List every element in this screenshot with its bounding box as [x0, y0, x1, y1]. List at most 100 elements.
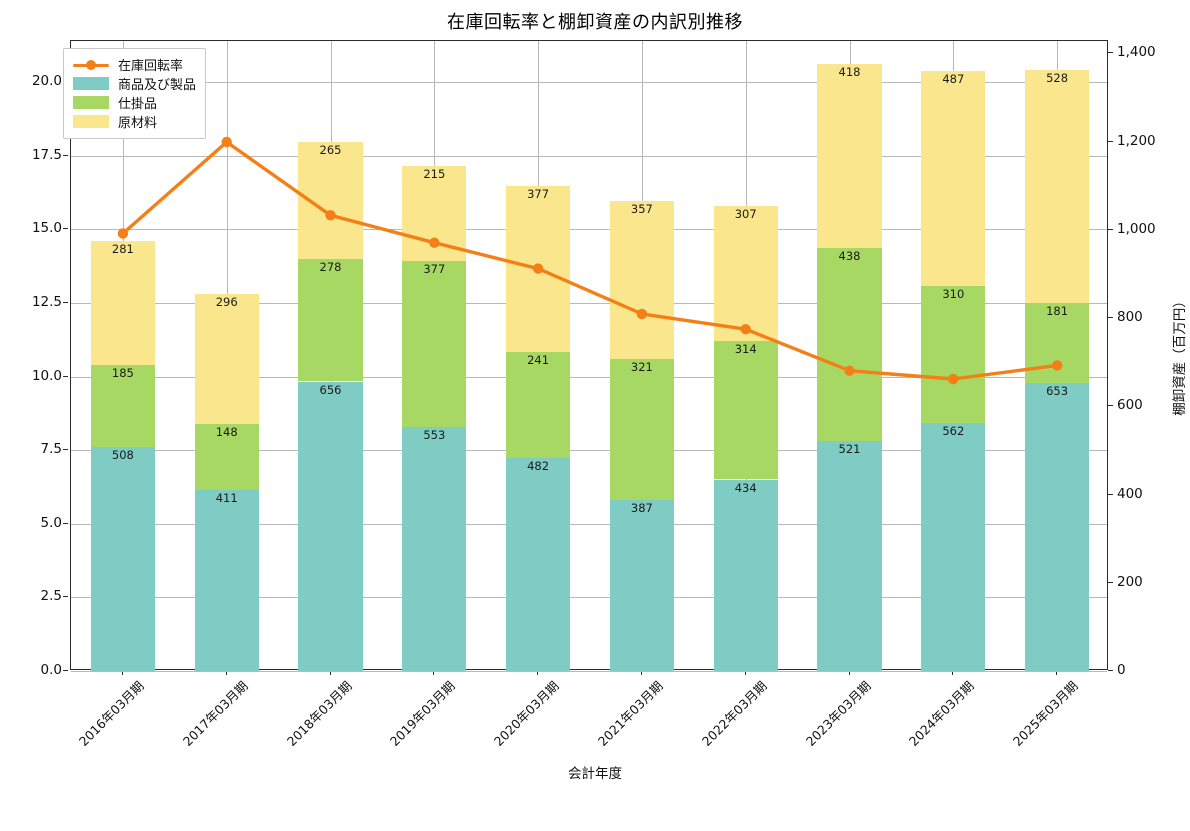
bar-segment-value: 508 — [111, 447, 134, 462]
gridline-horizontal — [71, 597, 1107, 599]
stacked-bar[interactable]: 296 148 411 — [194, 293, 259, 671]
bar-segment-value: 357 — [630, 202, 653, 217]
bar-segment-value: 562 — [942, 423, 965, 438]
legend-item-label: 商品及び製品 — [118, 78, 197, 93]
line-marker[interactable] — [325, 210, 336, 221]
legend-line-marker-icon — [86, 59, 96, 70]
bar-segment[interactable]: 357 — [609, 201, 675, 359]
bar-segment[interactable]: 528 — [1024, 70, 1090, 303]
gridline-horizontal — [71, 229, 1107, 231]
bar-segment[interactable]: 411 — [194, 489, 259, 671]
bar-segment-value: 411 — [215, 490, 238, 505]
bar-segment-value: 307 — [734, 206, 757, 221]
bar-segment[interactable]: 653 — [1024, 382, 1090, 671]
y-axis-left-tick-label: 10.0 — [31, 367, 62, 384]
y-axis-right-tick-label: 200 — [1117, 573, 1143, 590]
line-marker[interactable] — [429, 237, 440, 248]
bar-segment-value: 482 — [527, 459, 550, 474]
bar-segment[interactable]: 296 — [194, 293, 259, 425]
y-axis-right-tick-label: 800 — [1117, 309, 1143, 326]
y-axis-right-tick-label: 400 — [1117, 485, 1143, 502]
bar-segment[interactable]: 321 — [609, 358, 675, 501]
bar-segment-value: 553 — [423, 428, 446, 443]
legend-item[interactable]: 商品及び製品 — [73, 74, 196, 93]
line-marker[interactable] — [948, 373, 959, 385]
bar-segment[interactable]: 656 — [298, 381, 363, 671]
bar-segment[interactable]: 377 — [505, 185, 571, 352]
legend-item[interactable]: 原材料 — [73, 112, 196, 131]
bar-segment[interactable]: 314 — [713, 340, 778, 480]
bar-segment[interactable]: 307 — [713, 205, 778, 341]
legend-item[interactable]: 在庫回転率 — [73, 55, 196, 74]
bar-segment-value: 528 — [1046, 71, 1069, 86]
line-path — [121, 140, 1059, 381]
stacked-bar[interactable]: 487 310 562 — [921, 71, 986, 671]
x-axis-tick-mark — [1056, 670, 1058, 675]
bar-segment[interactable]: 553 — [402, 427, 467, 672]
y-axis-left-tick-label: 7.5 — [40, 441, 62, 458]
gridline-horizontal — [71, 450, 1107, 452]
bar-segment[interactable]: 487 — [921, 71, 986, 287]
gridline-horizontal — [71, 155, 1107, 157]
legend-color-swatch — [73, 77, 109, 90]
bar-segment[interactable]: 310 — [921, 286, 986, 424]
bar-segment[interactable]: 482 — [505, 458, 571, 671]
y-axis-left-tick-label: 0.0 — [40, 662, 62, 678]
y-axis-right-tick-mark — [1108, 52, 1113, 54]
stacked-bar[interactable]: 281 185 508 — [90, 241, 156, 671]
line-marker[interactable] — [117, 228, 129, 239]
bar-segment-value: 377 — [423, 261, 446, 276]
gridline-horizontal — [71, 303, 1107, 304]
line-marker[interactable] — [740, 324, 751, 335]
legend-item-label: 在庫回転率 — [118, 59, 184, 74]
bar-segment[interactable]: 185 — [90, 365, 156, 447]
x-axis-tick-mark — [744, 670, 746, 675]
y-axis-left-tick-label: 12.5 — [31, 294, 62, 310]
bar-segment[interactable]: 508 — [90, 446, 156, 671]
bar-segment-value: 241 — [527, 352, 550, 367]
stacked-bar[interactable]: 418 438 521 — [817, 63, 882, 672]
bar-segment[interactable]: 434 — [713, 479, 778, 672]
bar-segment-value: 281 — [111, 242, 134, 257]
stacked-bar[interactable]: 357 321 387 — [609, 201, 675, 671]
bar-segment[interactable]: 562 — [921, 422, 986, 671]
y-axis-left-tick-label: 20.0 — [31, 73, 62, 90]
line-marker[interactable] — [844, 365, 855, 376]
y-axis-left-tick-mark — [63, 670, 68, 672]
stacked-bar[interactable]: 307 314 434 — [713, 205, 778, 672]
line-marker[interactable] — [636, 308, 648, 320]
y-axis-left-tick-mark — [63, 449, 68, 451]
bar-segment[interactable]: 241 — [505, 351, 571, 459]
bar-segment-value: 321 — [630, 359, 653, 374]
bar-segment-value: 438 — [838, 248, 861, 263]
bar-segment[interactable]: 418 — [817, 63, 882, 248]
bar-segment[interactable]: 281 — [90, 241, 156, 366]
bar-segment[interactable]: 387 — [609, 500, 675, 671]
x-axis-tick-mark — [537, 670, 539, 675]
stacked-bar[interactable]: 528 181 653 — [1024, 70, 1090, 671]
bar-segment-value: 653 — [1046, 383, 1069, 398]
y-axis-left-tick-label: 2.5 — [40, 588, 62, 605]
line-marker[interactable] — [221, 136, 232, 148]
bar-segment-value: 387 — [630, 501, 653, 516]
stacked-bar[interactable]: 377 241 482 — [505, 185, 571, 671]
line-marker[interactable] — [532, 263, 544, 274]
legend: 在庫回転率商品及び製品 仕掛品 原材料 — [63, 48, 207, 139]
bar-segment-value: 521 — [838, 442, 861, 457]
bar-segment[interactable]: 438 — [817, 247, 882, 442]
bar-segment[interactable]: 148 — [194, 424, 259, 490]
line-marker[interactable] — [1051, 360, 1063, 371]
x-axis-tick-mark — [329, 670, 331, 675]
x-axis-tick-mark — [952, 670, 954, 675]
y-axis-right-tick-mark — [1108, 405, 1113, 407]
bar-segment[interactable]: 377 — [402, 260, 467, 428]
bar-segment-value: 185 — [111, 366, 134, 381]
legend-item-label: 仕掛品 — [118, 97, 158, 112]
legend-line-icon — [73, 58, 109, 71]
bar-segment[interactable]: 521 — [817, 441, 882, 671]
x-axis-tick-mark — [433, 670, 435, 675]
legend-swatch-icon — [73, 115, 109, 128]
legend-item[interactable]: 仕掛品 — [73, 93, 196, 112]
gridline-horizontal — [71, 82, 1107, 84]
bar-segment[interactable]: 278 — [298, 258, 363, 382]
